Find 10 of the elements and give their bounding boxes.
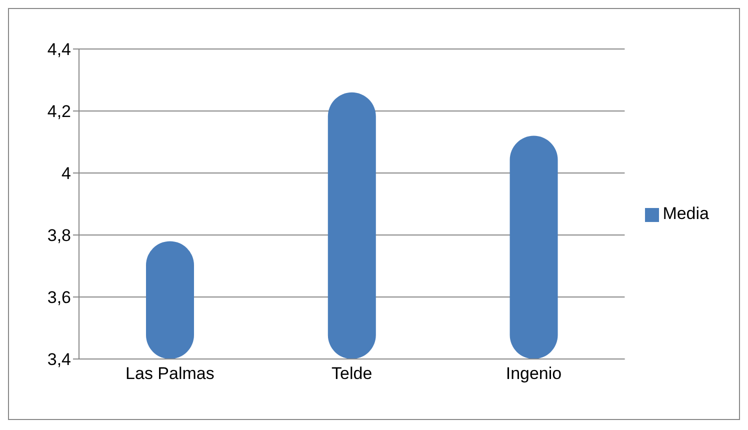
y-tick-label: 4,2 bbox=[47, 102, 71, 122]
y-tick-label: 4,4 bbox=[47, 40, 71, 60]
y-tick-label: 3,4 bbox=[47, 350, 71, 370]
y-tick-label: 3,8 bbox=[47, 226, 71, 246]
x-tick-label: Telde bbox=[332, 364, 372, 384]
x-tick-label: Ingenio bbox=[506, 364, 562, 384]
y-tick-label: 4 bbox=[62, 164, 71, 184]
legend-label: Media bbox=[662, 204, 709, 223]
y-tick-label: 3,6 bbox=[47, 288, 71, 308]
x-tick-label: Las Palmas bbox=[126, 364, 214, 384]
